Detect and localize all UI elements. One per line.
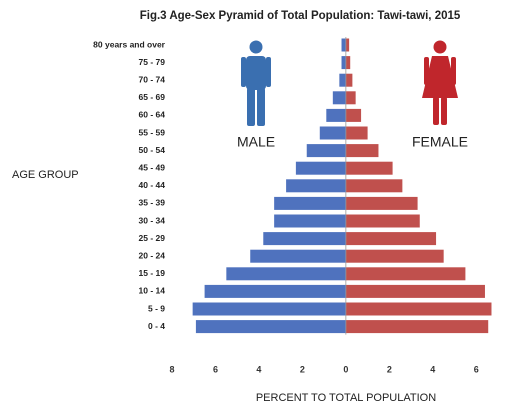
x-tick-label: 4 bbox=[256, 364, 261, 374]
bar bbox=[345, 38, 350, 52]
bar bbox=[332, 91, 346, 105]
bar bbox=[319, 126, 346, 140]
male-icon bbox=[241, 40, 271, 126]
chart-title: Fig.3 Age-Sex Pyramid of Total Populatio… bbox=[140, 10, 461, 22]
bar bbox=[341, 56, 346, 70]
y-tick-label: 40 - 44 bbox=[139, 180, 166, 190]
x-tick-label: 6 bbox=[213, 364, 218, 374]
y-tick-label: 65 - 69 bbox=[139, 92, 166, 102]
bar bbox=[306, 144, 346, 158]
y-tick-label: 50 - 54 bbox=[139, 145, 166, 155]
bar bbox=[341, 38, 346, 52]
bar bbox=[345, 267, 466, 281]
bar bbox=[345, 302, 492, 316]
bar bbox=[250, 249, 346, 263]
x-tick-label: 4 bbox=[430, 364, 435, 374]
x-tick-label: 8 bbox=[169, 364, 174, 374]
bar bbox=[195, 320, 346, 334]
bar bbox=[345, 320, 489, 334]
bar bbox=[339, 73, 346, 87]
bar bbox=[345, 284, 485, 298]
y-tick-label: 30 - 34 bbox=[139, 215, 166, 225]
y-tick-label: 5 - 9 bbox=[148, 303, 165, 313]
y-tick-label: 0 - 4 bbox=[148, 321, 165, 331]
bar bbox=[345, 161, 393, 175]
y-tick-label: 10 - 14 bbox=[139, 286, 166, 296]
bar bbox=[204, 284, 346, 298]
bar bbox=[295, 161, 346, 175]
bar bbox=[345, 126, 368, 140]
y-tick-label: 20 - 24 bbox=[139, 250, 166, 260]
bar bbox=[345, 73, 353, 87]
bar bbox=[345, 196, 418, 210]
y-tick-label: 75 - 79 bbox=[139, 57, 166, 67]
bar bbox=[345, 214, 420, 228]
bar bbox=[192, 302, 346, 316]
y-tick-label: 25 - 29 bbox=[139, 233, 166, 243]
bar bbox=[345, 144, 379, 158]
bar bbox=[345, 56, 351, 70]
y-tick-label: 60 - 64 bbox=[139, 110, 166, 120]
x-tick-label: 0 bbox=[343, 364, 348, 374]
y-tick-label: 45 - 49 bbox=[139, 162, 166, 172]
bar bbox=[226, 267, 346, 281]
y-axis-label: AGE GROUP bbox=[12, 169, 79, 181]
bar bbox=[345, 179, 403, 193]
bar bbox=[345, 232, 437, 246]
x-axis-label: PERCENT TO TOTAL POPULATION bbox=[256, 392, 436, 404]
x-tick-label: 2 bbox=[387, 364, 392, 374]
y-tick-label: 70 - 74 bbox=[139, 74, 166, 84]
y-tick-label: 80 years and over bbox=[93, 39, 166, 49]
bar bbox=[326, 108, 346, 122]
legend-label: MALE bbox=[237, 134, 275, 150]
bar bbox=[274, 214, 346, 228]
x-tick-label: 6 bbox=[474, 364, 479, 374]
bar bbox=[345, 91, 356, 105]
y-tick-label: 35 - 39 bbox=[139, 198, 166, 208]
bar bbox=[274, 196, 346, 210]
y-tick-label: 55 - 59 bbox=[139, 127, 166, 137]
bar bbox=[345, 249, 444, 263]
female-icon bbox=[422, 40, 458, 125]
x-tick-label: 2 bbox=[300, 364, 305, 374]
bar bbox=[263, 232, 346, 246]
y-tick-label: 15 - 19 bbox=[139, 268, 166, 278]
bar bbox=[345, 108, 362, 122]
legend-label: FEMALE bbox=[412, 134, 468, 150]
bar bbox=[286, 179, 346, 193]
